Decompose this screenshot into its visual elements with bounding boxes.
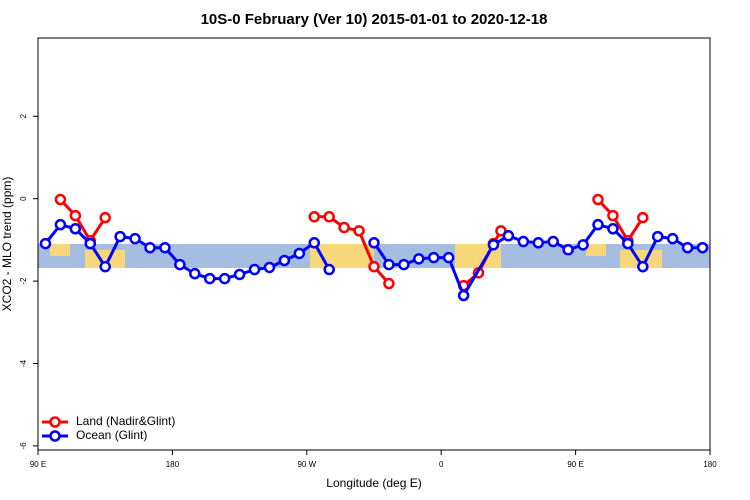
- data-point: [577, 239, 589, 251]
- data-point: [233, 268, 246, 281]
- y-tick-label: 0: [19, 196, 28, 201]
- data-point: [323, 263, 335, 276]
- data-point: [413, 253, 425, 265]
- data-point: [69, 223, 82, 235]
- data-point: [607, 223, 619, 235]
- data-point: [637, 260, 649, 273]
- data-point: [263, 261, 276, 274]
- data-point: [368, 237, 380, 249]
- data-point: [622, 237, 634, 250]
- legend-marker: [49, 430, 61, 442]
- x-tick-label: 180: [166, 460, 180, 469]
- data-point: [159, 241, 171, 254]
- data-point: [69, 209, 82, 222]
- data-point: [457, 289, 470, 302]
- x-tick-label: 90 E: [567, 460, 583, 469]
- data-point: [99, 260, 111, 273]
- data-point: [651, 230, 664, 243]
- legend-label: Ocean (Glint): [76, 428, 147, 442]
- data-point: [203, 272, 216, 285]
- data-point: [607, 209, 619, 222]
- data-point: [383, 258, 395, 271]
- x-tick-label: 90 W: [297, 460, 316, 469]
- x-tick-label: 90 E: [30, 460, 46, 469]
- data-point: [293, 247, 306, 260]
- data-point: [517, 235, 530, 248]
- data-point: [218, 272, 231, 285]
- land-patch: [310, 244, 374, 268]
- data-point: [308, 211, 321, 223]
- x-tick-label: 180: [703, 460, 717, 469]
- x-axis-label: Longitude (deg E): [326, 476, 421, 490]
- data-point: [248, 263, 261, 276]
- data-point: [54, 218, 67, 231]
- data-point: [383, 277, 395, 290]
- land-patch: [50, 244, 70, 256]
- land-patch: [620, 250, 662, 268]
- chart-title: 10S-0 February (Ver 10) 2015-01-01 to 20…: [201, 11, 548, 28]
- legend-label: Land (Nadir&Glint): [76, 414, 175, 428]
- data-point: [696, 241, 709, 254]
- data-point: [278, 254, 291, 267]
- series-line: [59, 198, 645, 287]
- data-point: [442, 251, 455, 264]
- data-point: [547, 235, 559, 248]
- x-tick-label: 0: [439, 460, 444, 469]
- y-tick-label: -6: [19, 442, 28, 450]
- data-point: [99, 211, 111, 224]
- data-point: [495, 225, 507, 237]
- y-tick-label: -4: [19, 359, 28, 367]
- data-point: [502, 230, 515, 242]
- data-point: [637, 211, 649, 224]
- land-patch: [586, 244, 606, 256]
- data-point: [532, 237, 545, 249]
- data-point: [189, 267, 201, 280]
- y-tick-label: 2: [19, 114, 28, 119]
- data-point: [487, 239, 500, 251]
- data-point: [338, 221, 350, 234]
- data-point: [592, 218, 604, 231]
- legend-marker: [49, 416, 61, 428]
- data-point: [427, 251, 440, 264]
- data-point: [398, 258, 410, 271]
- data-point: [368, 260, 380, 273]
- data-point: [592, 193, 604, 206]
- data-point: [114, 230, 126, 243]
- y-axis-label: XCO2 - MLO trend (ppm): [0, 177, 14, 312]
- data-point: [323, 211, 335, 223]
- data-point: [54, 193, 67, 206]
- data-point: [308, 237, 321, 249]
- y-tick-label: -2: [19, 277, 28, 285]
- data-point: [681, 241, 694, 254]
- data-point: [174, 258, 186, 271]
- data-point: [353, 225, 365, 237]
- land-patch: [85, 250, 125, 268]
- data-point: [666, 232, 679, 245]
- data-point: [84, 237, 97, 250]
- data-point: [129, 232, 141, 245]
- data-point: [144, 241, 156, 254]
- plot-frame: [37, 37, 711, 451]
- data-point: [562, 244, 574, 256]
- data-point: [39, 237, 52, 250]
